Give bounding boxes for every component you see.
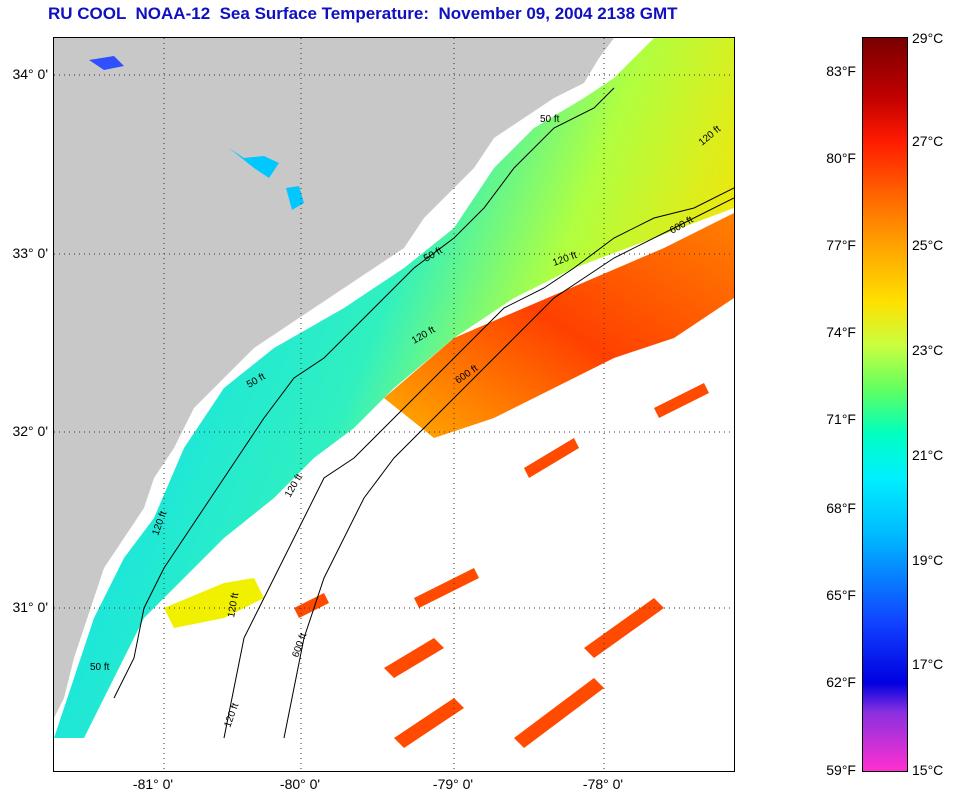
lat-label-32: 32° 0' xyxy=(12,423,48,439)
land xyxy=(54,38,614,718)
colorbar-c-label: 19°C xyxy=(912,552,944,568)
coastal-water xyxy=(54,38,734,738)
colorbar-c-label: 21°C xyxy=(912,447,944,463)
colorbar-c-label: 27°C xyxy=(912,133,944,149)
colorbar-f-label: 62°F xyxy=(826,674,856,690)
colorbar-f-label: 74°F xyxy=(826,324,856,340)
contour-label: 50 ft xyxy=(540,114,560,125)
lat-label-34: 34° 0' xyxy=(12,66,48,82)
colorbar-f-label: 83°F xyxy=(826,63,856,79)
warm-shelf-south xyxy=(164,578,264,628)
colorbar-f-label: 71°F xyxy=(826,411,856,427)
colorbar-c-label: 25°C xyxy=(912,237,944,253)
colorbar-f-label: 68°F xyxy=(826,500,856,516)
colorbar-c-label: 15°C xyxy=(912,762,944,778)
colorbar-c-label: 17°C xyxy=(912,656,944,672)
lake xyxy=(286,186,304,210)
lon-label-79: -79° 0' xyxy=(432,776,474,792)
lon-label-78: -78° 0' xyxy=(582,776,624,792)
lake xyxy=(229,148,279,178)
grid-lines xyxy=(54,38,734,771)
colorbar-c-label: 23°C xyxy=(912,342,944,358)
gulfstream-band xyxy=(384,213,734,438)
sst-map[interactable]: 50 ft 120 ft 600 ft 120 ft 50 ft 600 ft … xyxy=(53,37,735,772)
lon-label-80: -80° 0' xyxy=(279,776,321,792)
temperature-colorbar xyxy=(862,37,908,772)
lat-label-31: 31° 0' xyxy=(12,599,48,615)
sst-map-svg: 50 ft 120 ft 600 ft 120 ft 50 ft 600 ft … xyxy=(54,38,734,771)
colorbar-f-label: 80°F xyxy=(826,150,856,166)
colorbar-f-label: 59°F xyxy=(826,762,856,778)
colorbar-c-label: 29°C xyxy=(912,30,944,46)
contour-label: 50 ft xyxy=(90,662,110,673)
bathymetry-contours xyxy=(113,87,734,739)
lat-label-33: 33° 0' xyxy=(12,245,48,261)
lake xyxy=(89,56,124,70)
contour-label: 120 ft xyxy=(226,592,241,619)
chart-title: RU COOL NOAA-12 Sea Surface Temperature:… xyxy=(48,4,678,23)
lon-label-81: -81° 0' xyxy=(132,776,174,792)
colorbar-f-label: 65°F xyxy=(826,587,856,603)
colorbar-f-label: 77°F xyxy=(826,237,856,253)
